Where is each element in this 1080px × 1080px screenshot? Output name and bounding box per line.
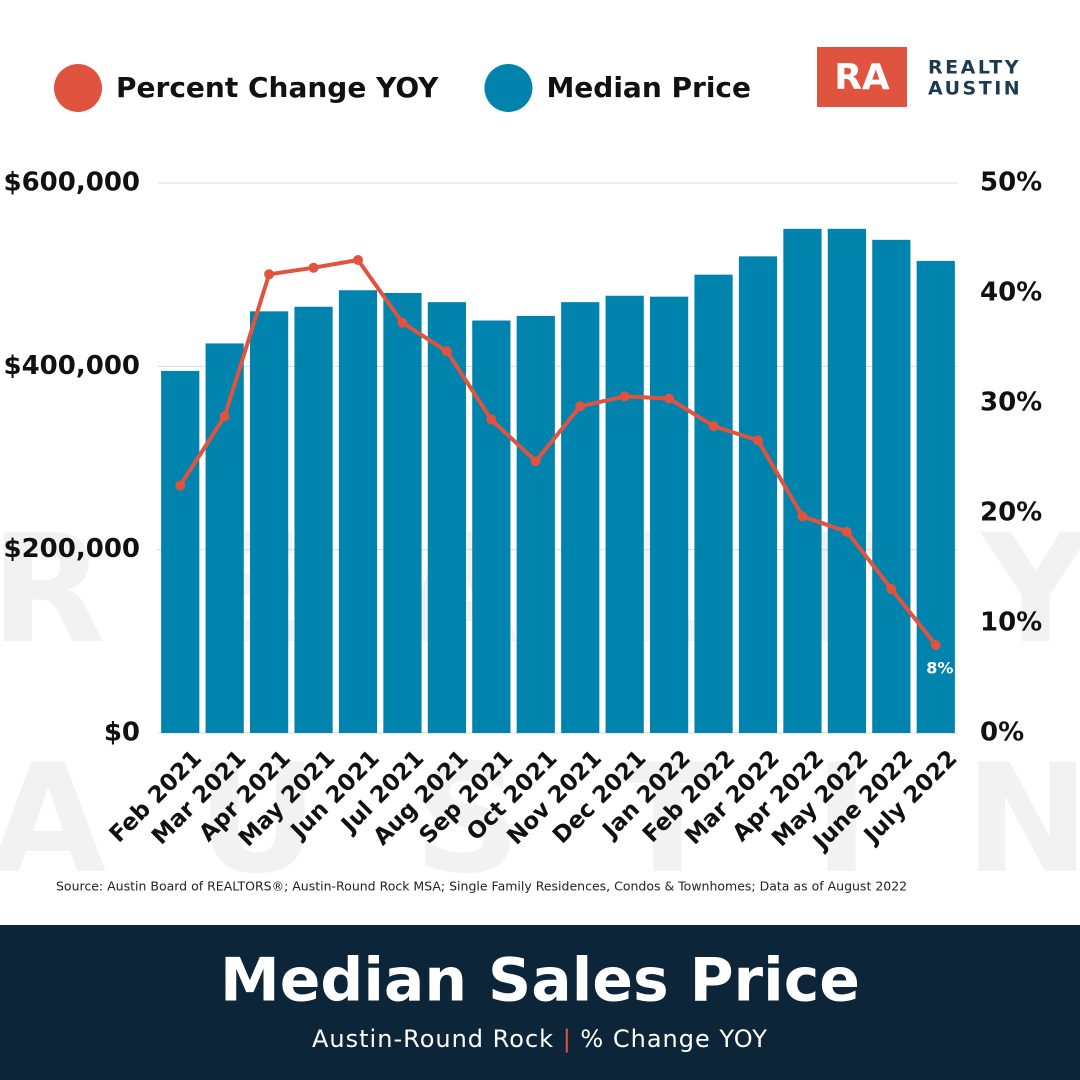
- bar: [383, 293, 422, 733]
- line-point: [930, 640, 941, 650]
- legend-label: Percent Change YOY: [116, 71, 439, 104]
- bar: [738, 256, 778, 733]
- legend-label: Median Price: [546, 71, 751, 104]
- line-point: [264, 269, 275, 280]
- legend-marker: [54, 64, 102, 112]
- line-point: [708, 421, 719, 432]
- line-point: [219, 411, 230, 422]
- bar: [427, 302, 466, 733]
- line-point: [308, 262, 319, 273]
- line-point: [841, 526, 852, 537]
- line-point: [530, 456, 541, 467]
- bar: [916, 260, 955, 733]
- y-tick-label: $400,000: [3, 351, 140, 381]
- bar: [650, 296, 689, 733]
- bar: [605, 295, 644, 733]
- chart-title: Median Sales Price: [220, 946, 860, 1016]
- line-point: [397, 317, 408, 328]
- y-tick-label: $600,000: [3, 168, 140, 198]
- subtitle-separator: |: [563, 1025, 572, 1053]
- line-point: [886, 583, 897, 594]
- y-tick-label: $0: [104, 718, 140, 748]
- data-label: 8%: [926, 659, 953, 678]
- line-point: [486, 414, 497, 425]
- bar: [338, 290, 378, 733]
- line-point: [441, 346, 452, 357]
- subtitle-part: % Change YOY: [580, 1025, 768, 1053]
- y2-tick-label: 50%: [980, 168, 1042, 198]
- line-point: [753, 435, 763, 446]
- y2-tick-label: 20%: [980, 498, 1042, 528]
- line-point: [619, 391, 630, 402]
- line-point: [575, 401, 586, 412]
- logo-box: [817, 47, 907, 107]
- bar: [561, 302, 600, 733]
- bar: [294, 306, 333, 733]
- line: [178, 258, 938, 647]
- bar: [161, 370, 200, 733]
- line-point: [797, 511, 808, 522]
- logo-text: REALTY: [928, 57, 1021, 79]
- line-point: [664, 393, 675, 404]
- bar: [872, 239, 911, 734]
- y2-tick-label: 0%: [980, 718, 1024, 748]
- y2-tick-label: 30%: [980, 388, 1042, 418]
- bar: [472, 320, 511, 733]
- y2-tick-label: 40%: [980, 278, 1042, 308]
- logo-mark: RA: [834, 57, 890, 98]
- y-tick-label: $200,000: [3, 534, 140, 564]
- y2-tick-label: 10%: [980, 608, 1042, 638]
- legend-marker: [484, 64, 533, 112]
- bar: [827, 228, 866, 734]
- bar: [205, 343, 244, 733]
- subtitle-part: Austin-Round Rock: [312, 1025, 554, 1053]
- footer: [0, 925, 1080, 1080]
- bar: [250, 311, 289, 733]
- bar: [516, 315, 555, 733]
- chart-subtitle: Austin-Round Rock | % Change YOY: [312, 1025, 768, 1053]
- bar: [694, 274, 733, 733]
- logo-text: AUSTIN: [928, 78, 1022, 100]
- line-point: [353, 255, 363, 265]
- bar: [783, 228, 822, 734]
- source-note: Source: Austin Board of REALTORS®; Austi…: [56, 879, 907, 894]
- line-point: [175, 480, 186, 491]
